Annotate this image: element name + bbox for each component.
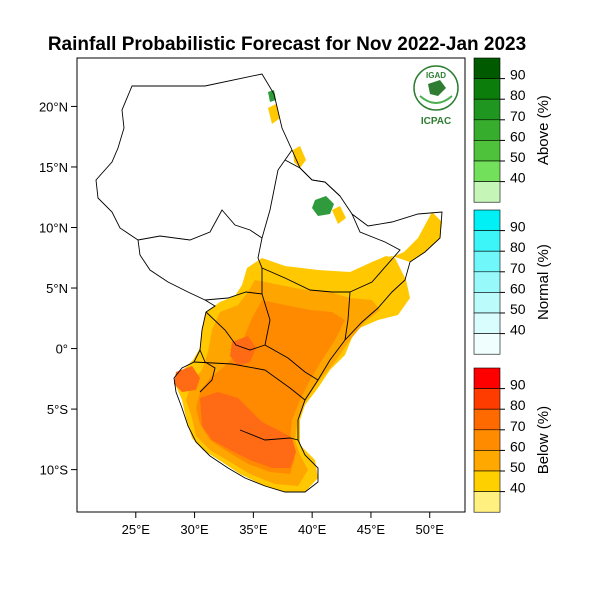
x-tick-label: 25°E (122, 522, 151, 537)
colorbar-swatch (473, 119, 501, 141)
colorbar-swatch (473, 408, 501, 431)
x-tick-label: 45°E (357, 522, 386, 537)
y-tick-label: 10°S (40, 463, 69, 478)
legend: 90 80 70 60 50 40 Above (%) 90 80 70 60 50 40 Normal … (473, 57, 552, 513)
y-tick-label: 15°N (39, 160, 68, 175)
border-sudan-southsudan (137, 209, 263, 241)
colorbar-swatch (473, 230, 501, 252)
below-70-80-patch-coast (174, 366, 200, 392)
colorbar-level-label: 70 (510, 418, 526, 434)
y-tick-label: 5°N (46, 281, 68, 296)
border-tanzania-south (239, 429, 299, 441)
colorbar-above: 90 80 70 60 50 40 Above (%) (473, 57, 552, 203)
y-axis: 20°N 15°N 10°N 5°N 0° 5°S 10°S (39, 99, 77, 478)
border-uganda-tanzania (205, 311, 266, 351)
y-tick-label: 10°N (39, 220, 68, 235)
x-tick-label: 40°E (298, 522, 327, 537)
colorbar-level-label: 40 (510, 322, 526, 338)
above-normal-area-2 (268, 90, 276, 102)
colorbar-title: Normal (%) (535, 244, 552, 320)
above-normal-area (312, 196, 334, 216)
colorbar-level-label: 80 (510, 239, 526, 255)
page-title: Rainfall Probabilistic Forecast for Nov … (48, 34, 526, 55)
colorbar-level-label: 60 (510, 438, 526, 454)
colorbar-swatch (473, 450, 501, 472)
colorbar-level-label: 50 (510, 301, 526, 317)
colorbar-swatch (473, 470, 501, 492)
colorbar-swatch (473, 271, 501, 293)
colorbar-swatch (473, 250, 501, 273)
below-70-80-patch-north (230, 336, 256, 366)
colorbar-level-label: 70 (510, 108, 526, 124)
x-tick-label: 30°E (180, 522, 209, 537)
colorbar-level-label: 90 (510, 67, 526, 83)
colorbar-swatch (473, 367, 501, 389)
border-southsudan-ethiopia (257, 237, 263, 269)
below-70-80-area (200, 392, 296, 468)
border-ethiopia-somalia (349, 213, 401, 293)
colorbar-level-label: 40 (510, 170, 526, 186)
colorbar-title: Above (%) (535, 95, 552, 165)
x-tick-label: 35°E (239, 522, 268, 537)
colorbar-swatch (473, 312, 501, 334)
colorbar-swatch (473, 333, 501, 355)
colorbar-swatch (473, 429, 501, 451)
colorbar-level-label: 50 (510, 149, 526, 165)
border-eritrea-ethiopia (284, 159, 341, 197)
colorbar-below: 90 80 70 60 50 40 Below (%) (473, 367, 552, 513)
colorbar-normal: 90 80 70 60 50 40 Normal (%) (473, 209, 552, 355)
colorbar-swatch (473, 292, 501, 314)
colorbar-level-label: 70 (510, 260, 526, 276)
below-somalia-strip (372, 212, 442, 262)
igad-logo: IGAD ICPAC (413, 65, 459, 127)
logo-map-icon (428, 80, 446, 96)
colorbar-level-label: 50 (510, 459, 526, 475)
border-kenya-tanzania (264, 344, 319, 381)
country-borders (95, 73, 443, 493)
region-outline (95, 73, 443, 493)
y-tick-label: 5°S (47, 402, 68, 417)
colorbar-level-label: 40 (510, 480, 526, 496)
y-tick-label: 0° (56, 342, 68, 357)
x-tick-label: 50°E (416, 522, 445, 537)
colorbar-swatch (473, 388, 501, 410)
colorbar-title: Below (%) (535, 406, 552, 474)
logo-laurel (419, 95, 453, 104)
border-west-lakes (193, 361, 306, 401)
colorbar-level-label: 60 (510, 128, 526, 144)
colorbar-swatch (473, 78, 501, 100)
border-uganda-kenya (261, 293, 271, 346)
colorbar-swatch (473, 181, 501, 203)
border-ethiopia-kenya (261, 267, 350, 293)
border-kenya-somalia (344, 291, 351, 341)
x-axis: 25°E 30°E 35°E 40°E 45°E 50°E (122, 512, 445, 537)
colorbar-level-label: 80 (510, 87, 526, 103)
below-sudan-patch (268, 104, 280, 124)
colorbar-swatch (473, 491, 501, 513)
colorbar-level-label: 80 (510, 397, 526, 413)
colorbar-swatch (473, 57, 501, 79)
colorbar-level-label: 60 (510, 280, 526, 296)
y-tick-label: 20°N (39, 99, 68, 114)
below-redsea-patch (293, 146, 306, 168)
below-redsea-patch-2 (332, 206, 346, 224)
border-sudan-ethiopia (261, 149, 293, 239)
colorbar-swatch (473, 209, 501, 231)
colorbar-swatch (473, 140, 501, 162)
colorbar-level-label: 90 (510, 377, 526, 393)
border-southsudan-uganda (204, 268, 263, 301)
map-panel: 25°E 30°E 35°E 40°E 45°E 50°E 20°N 15°N 10°N 5°N… (39, 57, 466, 537)
logo-top-text: IGAD (426, 71, 446, 80)
colorbar-swatch (473, 160, 501, 182)
logo-bottom-text: ICPAC (421, 116, 451, 127)
border-rwanda-burundi (199, 349, 216, 393)
colorbar-swatch (473, 98, 501, 121)
colorbar-level-label: 90 (510, 219, 526, 235)
